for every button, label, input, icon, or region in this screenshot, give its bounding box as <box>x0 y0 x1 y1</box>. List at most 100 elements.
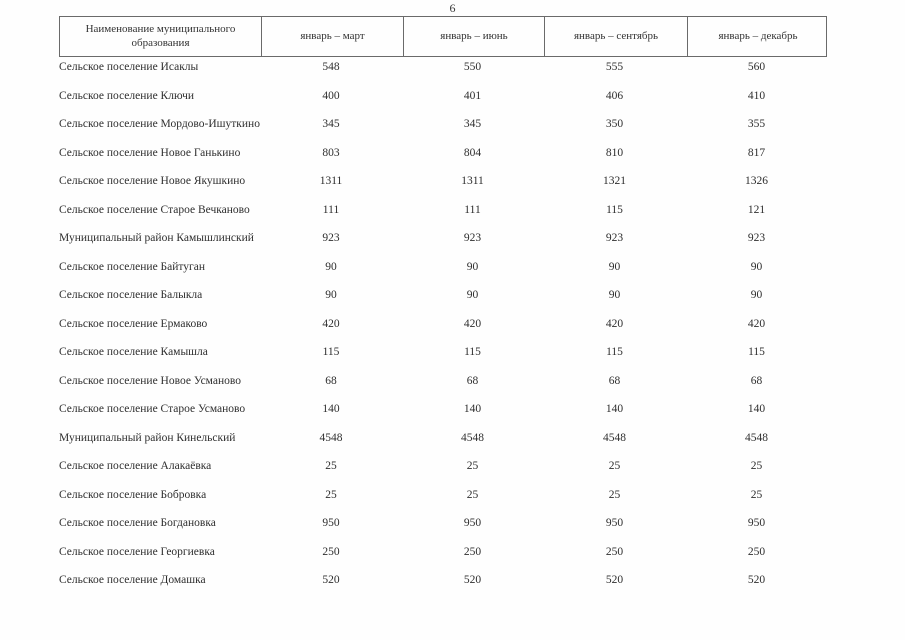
row-value-cell: 25 <box>750 488 763 501</box>
header-period-jan-dec: январь – декабрь <box>687 17 828 56</box>
table-row: Сельское поселение Ключи 400 401 406 410 <box>59 86 827 115</box>
table-row: Сельское поселение Байтуган 90 90 90 90 <box>59 257 827 286</box>
row-value-cell: 817 <box>747 146 766 159</box>
table-row: Сельское поселение Балыкла 90 90 90 90 <box>59 285 827 314</box>
row-name-cell: Сельское поселение Новое Якушкино <box>59 175 246 187</box>
row-value-cell: 950 <box>463 517 482 529</box>
row-value-cell: 68 <box>750 374 763 387</box>
row-value-cell: 25 <box>608 488 621 501</box>
row-value-cell: 121 <box>747 203 766 216</box>
table-row: Сельское поселение Георгиевка 250 250 25… <box>59 542 827 571</box>
table-row: Сельское поселение Алакаёвка 25 25 25 25 <box>59 456 827 485</box>
row-value-cell: 250 <box>463 545 482 558</box>
row-name-cell: Муниципальный район Кинельский <box>59 431 236 444</box>
row-value-cell: 420 <box>605 317 624 330</box>
row-value-cell: 25 <box>608 460 621 472</box>
table-row: Сельское поселение Новое Усманово 68 68 … <box>59 371 827 400</box>
row-value-cell: 4548 <box>603 431 626 444</box>
row-value-cell: 90 <box>325 289 337 301</box>
row-value-cell: 111 <box>322 203 340 216</box>
table-row: Сельское поселение Мордово-Ишуткино 345 … <box>59 114 827 143</box>
row-value-cell: 111 <box>464 203 481 216</box>
row-value-cell: 140 <box>747 403 766 415</box>
row-name-cell: Сельское поселение Мордово-Ишуткино <box>59 118 260 130</box>
row-value-cell: 406 <box>605 89 624 102</box>
table-row: Сельское поселение Исаклы 548 550 555 56… <box>59 57 827 86</box>
row-name-cell: Сельское поселение Георгиевка <box>59 545 215 558</box>
row-name-cell: Сельское поселение Домашка <box>59 574 206 586</box>
row-name-cell: Сельское поселение Ермаково <box>59 317 208 330</box>
header-name-column: Наименование муниципального образования <box>85 23 236 49</box>
row-value-cell: 90 <box>466 289 479 301</box>
row-value-cell: 1311 <box>461 175 484 187</box>
row-value-cell: 520 <box>605 574 624 586</box>
row-name-cell: Сельское поселение Новое Усманово <box>59 374 241 387</box>
row-value-cell: 923 <box>605 232 624 244</box>
row-value-cell: 550 <box>463 61 482 73</box>
table-row: Сельское поселение Новое Ганькино 803 80… <box>59 143 827 172</box>
table-row: Муниципальный район Кинельский 4548 4548… <box>59 428 827 457</box>
table-row: Сельское поселение Домашка 520 520 520 5… <box>59 570 827 599</box>
row-name-cell: Сельское поселение Байтуган <box>59 260 206 273</box>
row-name-cell: Сельское поселение Новое Ганькино <box>59 146 241 159</box>
row-value-cell: 950 <box>747 517 766 529</box>
table-row: Сельское поселение Ермаково 420 420 420 … <box>59 314 827 343</box>
row-name-cell: Сельское поселение Исаклы <box>59 61 199 73</box>
municipal-values-table: Наименование муниципального образования … <box>59 16 827 599</box>
row-value-cell: 115 <box>322 346 340 358</box>
row-value-cell: 90 <box>608 289 621 301</box>
row-value-cell: 68 <box>466 374 479 387</box>
header-period-jan-jun: январь – июнь <box>403 17 544 56</box>
row-value-cell: 1321 <box>603 175 626 187</box>
table-row: Сельское поселение Старое Вечканово 111 … <box>59 200 827 229</box>
row-name-cell: Сельское поселение Алакаёвка <box>59 460 212 472</box>
row-value-cell: 923 <box>322 232 340 244</box>
row-value-cell: 420 <box>322 317 340 330</box>
row-value-cell: 400 <box>322 89 340 102</box>
row-value-cell: 115 <box>748 346 765 358</box>
row-value-cell: 68 <box>325 374 337 387</box>
row-value-cell: 115 <box>606 203 623 216</box>
row-value-cell: 350 <box>605 118 624 130</box>
row-name-cell: Сельское поселение Старое Вечканово <box>59 203 250 216</box>
row-value-cell: 804 <box>463 146 482 159</box>
row-value-cell: 4548 <box>319 431 343 444</box>
table-row: Сельское поселение Богдановка 950 950 95… <box>59 513 827 542</box>
row-name-cell: Муниципальный район Камышлинский <box>59 232 254 244</box>
row-value-cell: 950 <box>605 517 624 529</box>
row-value-cell: 923 <box>463 232 482 244</box>
row-name-cell: Сельское поселение Богдановка <box>59 517 216 529</box>
row-value-cell: 115 <box>464 346 481 358</box>
row-name-cell: Сельское поселение Бобровка <box>59 488 207 501</box>
row-value-cell: 140 <box>463 403 482 415</box>
row-value-cell: 345 <box>322 118 340 130</box>
row-value-cell: 4548 <box>461 431 484 444</box>
row-name-cell: Сельское поселение Старое Усманово <box>59 403 246 415</box>
row-value-cell: 520 <box>463 574 482 586</box>
row-value-cell: 25 <box>466 488 479 501</box>
row-value-cell: 250 <box>322 545 340 558</box>
row-value-cell: 4548 <box>745 431 768 444</box>
row-value-cell: 803 <box>322 146 340 159</box>
row-value-cell: 25 <box>466 460 479 472</box>
row-value-cell: 90 <box>750 260 763 273</box>
row-value-cell: 950 <box>322 517 340 529</box>
row-value-cell: 810 <box>605 146 624 159</box>
table-row: Сельское поселение Старое Усманово 140 1… <box>59 399 827 428</box>
header-period-jan-mar: январь – март <box>261 17 403 56</box>
row-value-cell: 250 <box>747 545 766 558</box>
row-value-cell: 548 <box>322 61 340 73</box>
row-value-cell: 520 <box>747 574 766 586</box>
row-name-cell: Сельское поселение Ключи <box>59 89 195 102</box>
row-value-cell: 923 <box>747 232 766 244</box>
row-value-cell: 410 <box>747 89 766 102</box>
table-row: Сельское поселение Камышла 115 115 115 1… <box>59 342 827 371</box>
row-value-cell: 345 <box>463 118 482 130</box>
row-value-cell: 401 <box>463 89 482 102</box>
table-row: Сельское поселение Новое Якушкино 1311 1… <box>59 171 827 200</box>
table-row: Муниципальный район Камышлинский 923 923… <box>59 228 827 257</box>
row-value-cell: 90 <box>750 289 763 301</box>
row-name-cell: Сельское поселение Камышла <box>59 346 208 358</box>
row-value-cell: 420 <box>747 317 766 330</box>
